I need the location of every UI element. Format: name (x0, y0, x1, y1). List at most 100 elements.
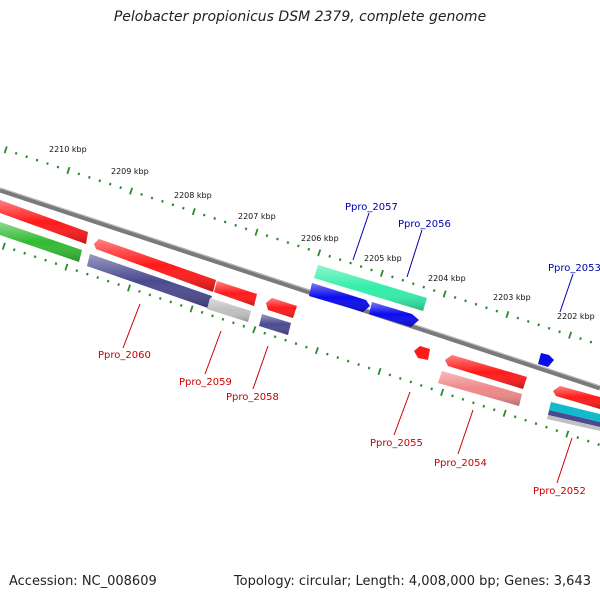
major-tick (64, 263, 69, 271)
minor-tick (14, 151, 18, 155)
minor-tick (357, 363, 360, 367)
minor-tick (56, 165, 60, 169)
minor-tick (545, 425, 548, 429)
minor-tick (526, 320, 530, 323)
minor-tick (589, 340, 593, 344)
major-tick (3, 146, 8, 154)
minor-tick (148, 293, 152, 297)
gene-bar-blue[interactable] (538, 353, 554, 367)
minor-tick (464, 299, 467, 303)
minor-tick (411, 282, 415, 286)
major-tick (252, 326, 257, 334)
minor-tick (492, 408, 496, 412)
minor-tick (451, 394, 454, 398)
minor-tick (77, 172, 81, 176)
minor-tick (263, 331, 267, 335)
gene-label[interactable]: Ppro_2059 (179, 377, 232, 388)
minor-tick (555, 429, 559, 433)
minor-tick (182, 206, 185, 210)
gene-label[interactable]: Ppro_2053 (548, 263, 600, 274)
gene-label[interactable]: Ppro_2056 (398, 219, 451, 230)
minor-tick (472, 401, 475, 405)
minor-tick (579, 337, 582, 341)
major-tick (317, 249, 322, 257)
gene-bar-red[interactable] (414, 346, 430, 360)
scale-label: 2210 kbp (49, 145, 87, 154)
minor-tick (96, 276, 100, 280)
minor-tick (179, 303, 183, 307)
minor-tick (276, 237, 279, 241)
minor-tick (265, 234, 269, 238)
major-tick (191, 208, 196, 216)
minor-tick (169, 300, 173, 304)
minor-tick (388, 373, 392, 377)
gene-label[interactable]: Ppro_2058 (226, 392, 279, 403)
major-tick (189, 305, 194, 313)
minor-tick (200, 310, 204, 314)
feature-bar-grey[interactable] (547, 415, 600, 431)
minor-tick (597, 443, 600, 447)
minor-tick (547, 326, 551, 330)
minor-tick (46, 162, 49, 166)
minor-tick (108, 182, 112, 186)
feature-bar-cyan[interactable] (549, 402, 600, 422)
minor-tick (349, 261, 352, 265)
minor-tick (485, 306, 488, 310)
minor-tick (516, 316, 520, 320)
minor-tick (482, 404, 486, 408)
major-tick (505, 311, 510, 319)
gene-label[interactable]: Ppro_2055 (370, 438, 423, 449)
major-tick (379, 269, 384, 277)
minor-tick (117, 283, 120, 287)
minor-tick (336, 356, 340, 359)
minor-tick (75, 269, 79, 273)
minor-tick (223, 220, 227, 224)
minor-tick (534, 422, 538, 426)
minor-tick (161, 199, 164, 203)
gene-label[interactable]: Ppro_2052 (533, 486, 586, 497)
scale-label: 2204 kbp (428, 274, 466, 283)
scale-labels: 2210 kbp 2209 kbp 2208 kbp 2207 kbp 2206… (49, 145, 595, 321)
minor-tick (409, 380, 413, 384)
minor-tick (202, 213, 206, 217)
minor-tick (232, 321, 235, 325)
minor-tick (453, 295, 457, 299)
minor-tick (211, 314, 214, 318)
minor-tick (158, 296, 162, 300)
minor-tick (85, 272, 89, 276)
minor-tick (305, 345, 308, 349)
minor-tick (430, 387, 433, 391)
scale-label: 2203 kbp (493, 293, 531, 302)
accession-info: Accession: NC_008609 (9, 574, 157, 589)
minor-tick (286, 241, 290, 245)
minor-tick (513, 415, 517, 419)
minor-tick (399, 377, 402, 380)
minor-tick (370, 268, 373, 272)
major-tick (442, 290, 447, 298)
gene-label[interactable]: Ppro_2057 (345, 202, 398, 213)
minor-tick (171, 203, 175, 207)
minor-tick (307, 247, 311, 251)
minor-tick (273, 335, 277, 339)
scale-label: 2206 kbp (301, 234, 339, 243)
minor-tick (558, 330, 561, 334)
minor-tick (524, 418, 527, 422)
major-tick (66, 166, 71, 175)
minor-tick (12, 248, 16, 252)
minor-tick (221, 317, 225, 321)
gene-label[interactable]: Ppro_2060 (98, 350, 151, 361)
minor-tick (150, 196, 154, 200)
minor-tick (391, 275, 394, 279)
feature-bar-navy[interactable] (548, 410, 600, 427)
gene-label[interactable]: Ppro_2054 (434, 458, 487, 469)
minor-tick (401, 278, 405, 282)
minor-tick (338, 258, 342, 262)
minor-tick (576, 436, 580, 439)
major-tick (129, 187, 134, 195)
minor-tick (244, 227, 248, 231)
minor-tick (297, 244, 300, 248)
minor-tick (474, 302, 478, 306)
minor-tick (419, 383, 423, 387)
